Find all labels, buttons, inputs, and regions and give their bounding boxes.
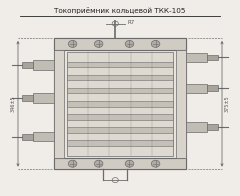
Text: 375±5: 375±5 <box>224 95 229 112</box>
Bar <box>67 88 173 93</box>
Bar <box>186 122 207 132</box>
Circle shape <box>151 160 160 167</box>
Bar <box>54 38 186 170</box>
Circle shape <box>125 160 134 167</box>
Bar <box>67 114 173 120</box>
Bar <box>207 124 218 130</box>
Text: 346±5: 346±5 <box>11 95 16 112</box>
Bar <box>67 62 173 67</box>
Bar <box>67 127 173 132</box>
Bar <box>67 101 173 106</box>
Bar <box>176 50 186 158</box>
Bar <box>33 132 54 142</box>
Bar <box>33 60 54 70</box>
Bar <box>33 93 54 103</box>
Bar <box>54 50 64 158</box>
Bar <box>54 158 186 170</box>
Circle shape <box>151 40 160 47</box>
Bar <box>22 134 33 140</box>
Bar <box>22 95 33 101</box>
Bar <box>186 53 207 62</box>
Bar <box>67 52 173 156</box>
Bar <box>22 62 33 68</box>
Bar <box>207 85 218 91</box>
Bar <box>67 140 173 146</box>
Circle shape <box>68 40 77 47</box>
Text: Токоприёмник кольцевой ТКК-105: Токоприёмник кольцевой ТКК-105 <box>54 7 186 14</box>
Bar <box>207 54 218 60</box>
Text: R7: R7 <box>127 20 134 25</box>
Circle shape <box>125 40 134 47</box>
Circle shape <box>94 160 103 167</box>
Circle shape <box>94 40 103 47</box>
Bar <box>186 83 207 93</box>
Bar <box>54 38 186 50</box>
Circle shape <box>68 160 77 167</box>
Bar <box>67 75 173 80</box>
